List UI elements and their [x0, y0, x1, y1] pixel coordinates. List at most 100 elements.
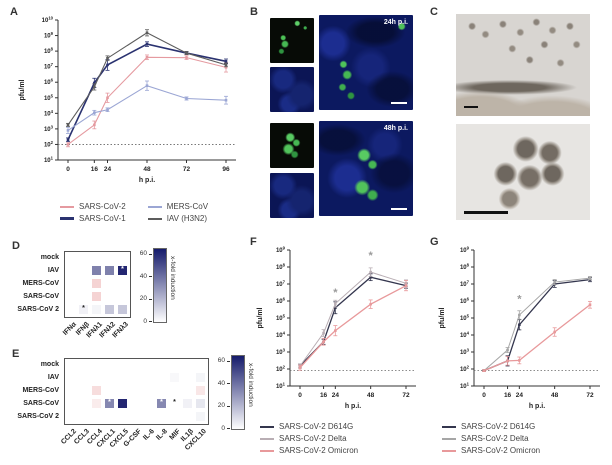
x-tick-label: 48	[367, 392, 375, 399]
chart-f-legend: SARS-CoV-2 D614G SARS-CoV-2 Delta SARS-CoV…	[260, 422, 358, 455]
x-tick-label: 48	[143, 166, 151, 173]
legend-label: SARS-CoV-2 Omicron	[461, 446, 541, 455]
y-tick-label: 105	[276, 314, 286, 323]
interferon-induction-heatmap: mock IAV MERS-CoV SARS-CoV SARS-CoV 2 IFNα IFN…	[8, 248, 238, 346]
y-tick-label: 106	[44, 78, 54, 87]
heatmap-column-label: IFNα	[62, 321, 79, 337]
fluorescence-merged-24h: 24h p.i.	[319, 15, 413, 110]
x-axis-label: h p.i.	[529, 403, 545, 410]
y-tick-label: 105	[460, 314, 470, 323]
x-axis-label: h p.i.	[139, 177, 155, 184]
y-axis-label: pfu/ml	[257, 307, 264, 328]
legend-swatch	[260, 437, 274, 440]
y-tick-label: 109	[460, 246, 470, 255]
significance-asterisk: *	[369, 250, 374, 262]
colorbar-tick	[227, 405, 230, 407]
x-tick-label: 24	[516, 392, 524, 399]
colorbar-label: x-fold induction	[247, 363, 254, 407]
heatmap-cell	[196, 399, 205, 408]
legend-item: MERS-CoV	[147, 202, 209, 211]
x-tick-label: 16	[320, 392, 328, 399]
legend-swatch	[147, 205, 162, 208]
panel-d: D mock IAV MERS-CoV SARS-CoV SARS-CoV 2 IFNα I…	[4, 236, 244, 346]
heatmap-cell	[196, 386, 205, 395]
heatmap-row-label: IAV	[47, 374, 59, 381]
heatmap-cell	[92, 266, 101, 275]
x-tick-label: 24	[104, 166, 112, 173]
y-tick-label: 1010	[42, 16, 54, 25]
y-tick-label: 106	[276, 297, 286, 306]
panel-e: E mock IAV MERS-CoV SARS-CoV SARS-CoV 2 CCL2 C…	[4, 346, 256, 464]
y-tick-label: 101	[44, 156, 54, 165]
legend-item: SARS-CoV-2 Omicron	[442, 446, 540, 455]
panel-g: G 101 102 103 104 105 106 107 108 109 0 16 24 48 72 h …	[426, 234, 612, 464]
variant-growth-curve-chart-2: 101 102 103 104 105 106 107 108 109 0 16 24 48 72 h p.…	[439, 246, 600, 410]
significance-asterisk: *	[160, 399, 163, 406]
heatmap-cell	[183, 399, 192, 408]
panel-c: C	[424, 2, 612, 234]
series-line	[299, 276, 407, 367]
legend-item: SARS-CoV-2 Omicron	[260, 446, 358, 455]
heatmap-row-label: SARS-CoV 2	[17, 306, 59, 313]
fluorescence-blue-channel-48h	[270, 173, 314, 218]
y-tick-label: 108	[44, 47, 54, 56]
panel-label-c: C	[430, 6, 438, 18]
heatmap-cell	[157, 399, 166, 408]
timepoint-label-24h: 24h p.i.	[383, 19, 408, 26]
legend-label: SARS-CoV-2 D614G	[279, 422, 354, 431]
heatmap-column-label: IL-8	[155, 428, 170, 442]
x-tick-label: 16	[504, 392, 512, 399]
colorbar-tick-label: 60	[139, 250, 147, 258]
fluorescence-blue-channel-24h	[270, 67, 314, 112]
virus-growth-curve-chart: 101 102 103 104 105 106 107 108 109 1010 0 16 24 48 72…	[19, 16, 236, 184]
x-tick-label: 72	[402, 392, 410, 399]
colorbar-tick	[227, 428, 230, 429]
x-tick-label: 24	[332, 392, 340, 399]
legend-item: SARS-CoV-2 D614G	[260, 422, 358, 431]
panel-label-e: E	[12, 348, 20, 360]
heatmap-column-label: IL-6	[142, 428, 157, 442]
scale-bar	[391, 102, 407, 104]
y-tick-label: 107	[276, 280, 286, 289]
significance-asterisk: *	[517, 294, 522, 306]
em-image-cell-surface-virions	[456, 14, 590, 116]
y-tick-label: 104	[460, 331, 470, 340]
y-tick-label: 109	[276, 246, 286, 255]
significance-asterisk: *	[333, 287, 338, 299]
colorbar-tick-label: 0	[143, 317, 147, 325]
legend-item: IAV (H3N2)	[147, 214, 208, 223]
y-tick-label: 103	[460, 348, 470, 357]
legend-swatch	[147, 217, 162, 220]
legend-item: SARS-CoV-2 D614G	[442, 422, 540, 431]
panel-label-d: D	[12, 240, 20, 252]
colorbar-tick	[149, 276, 152, 278]
heatmap-cell	[105, 399, 114, 408]
legend-item: SARS-CoV-2 Delta	[260, 434, 358, 443]
fluorescence-green-channel-24h	[270, 18, 314, 63]
heatmap-cell	[105, 305, 114, 314]
legend-label: SARS-CoV-1	[79, 214, 126, 223]
y-tick-label: 102	[460, 365, 470, 374]
series-line	[299, 271, 407, 367]
timepoint-label-48h: 48h p.i.	[383, 125, 408, 132]
y-tick-label: 105	[44, 93, 54, 102]
y-tick-label: 102	[44, 140, 54, 149]
legend-item: SARS-CoV-2	[60, 202, 126, 211]
scale-bar	[391, 208, 407, 210]
x-tick-label: 72	[586, 392, 594, 399]
colorbar	[153, 248, 167, 323]
legend-label: SARS-CoV-2 Omicron	[279, 446, 359, 455]
x-tick-label: 0	[66, 166, 70, 173]
y-tick-label: 101	[460, 382, 470, 391]
heatmap-cell	[196, 373, 205, 382]
heatmap-cell	[92, 292, 101, 301]
heatmap-cell	[196, 412, 205, 421]
panel-b: B 24h p.i. 48h p.i.	[242, 2, 424, 234]
legend-swatch	[60, 217, 74, 220]
colorbar-tick	[149, 253, 152, 255]
legend-label: MERS-CoV	[166, 202, 209, 211]
series-line	[483, 277, 591, 372]
heatmap-cell	[92, 279, 101, 288]
legend-item: SARS-CoV-2 Delta	[442, 434, 540, 443]
